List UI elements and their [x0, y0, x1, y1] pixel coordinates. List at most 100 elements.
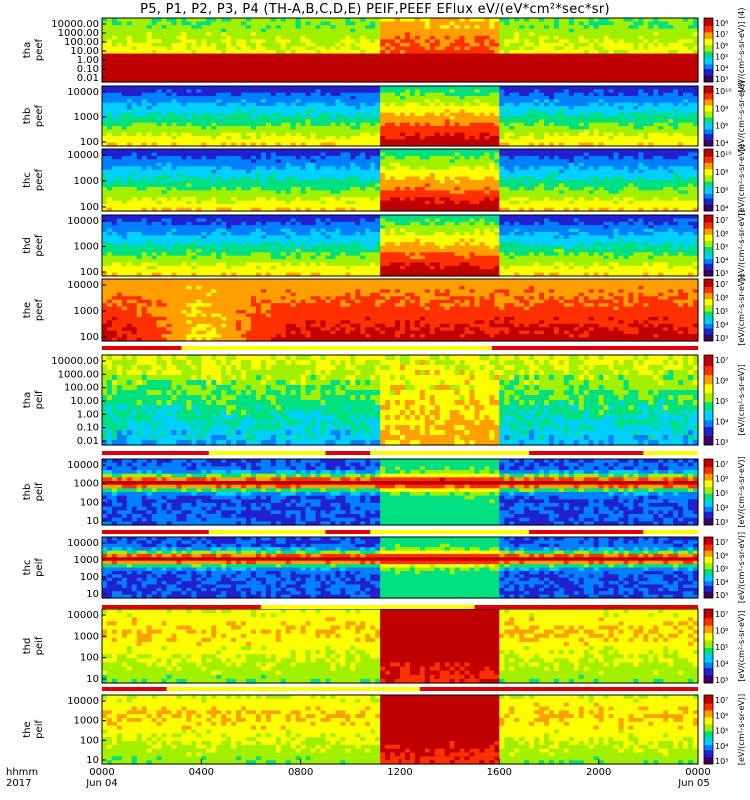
heat-cell — [196, 68, 202, 72]
heat-cell — [589, 61, 595, 65]
heat-cell — [554, 54, 560, 58]
heat-cell — [291, 46, 297, 50]
heat-cell — [390, 22, 396, 26]
heat-cell — [445, 61, 451, 65]
heat-cell — [460, 71, 466, 75]
heat-cell — [475, 36, 481, 40]
heat-cell — [484, 75, 490, 79]
heat-cell — [405, 64, 411, 68]
heat-cell — [181, 177, 187, 181]
heat-cell — [355, 57, 361, 61]
heat-cell — [470, 29, 476, 33]
heat-cell — [181, 201, 187, 205]
heat-cell — [177, 46, 183, 50]
heat-cell — [127, 39, 133, 43]
heat-cell — [196, 64, 202, 68]
heat-cell — [127, 54, 133, 58]
heat-cell — [206, 61, 212, 65]
heat-cell — [162, 39, 168, 43]
heat-cell — [688, 46, 694, 50]
heat-cell — [216, 194, 222, 198]
heat-cell — [181, 180, 187, 184]
heat-cell — [236, 57, 242, 61]
heat-cell — [321, 61, 327, 65]
heat-cell — [122, 173, 128, 177]
heat-cell — [589, 50, 595, 54]
heat-cell — [643, 39, 649, 43]
heat-cell — [504, 18, 510, 22]
heat-cell — [211, 201, 217, 205]
heat-cell — [261, 18, 267, 22]
heat-cell — [301, 36, 307, 40]
heat-cell — [181, 197, 187, 201]
heat-cell — [614, 39, 620, 43]
heat-cell — [132, 149, 138, 153]
heat-cell — [137, 156, 143, 160]
heat-cell — [162, 173, 168, 177]
heat-cell — [534, 75, 540, 79]
heat-cell — [107, 163, 113, 167]
heat-cell — [206, 36, 212, 40]
heat-cell — [142, 29, 148, 33]
heat-cell — [206, 54, 212, 58]
heat-cell — [216, 71, 222, 75]
heat-cell — [450, 36, 456, 40]
heat-cell — [241, 57, 247, 61]
heat-cell — [678, 18, 684, 22]
heat-cell — [420, 75, 426, 79]
heat-cell — [604, 43, 610, 47]
heat-cell — [395, 68, 401, 72]
heat-cell — [221, 177, 227, 181]
heat-cell — [335, 75, 341, 79]
heat-cell — [559, 39, 565, 43]
heat-cell — [633, 54, 639, 58]
heat-cell — [291, 64, 297, 68]
heat-cell — [122, 177, 128, 181]
heat-cell — [271, 39, 277, 43]
heat-cell — [251, 22, 257, 26]
heat-cell — [127, 32, 133, 36]
heat-cell — [574, 54, 580, 58]
heat-cell — [633, 22, 639, 26]
heat-cell — [574, 57, 580, 61]
heat-cell — [162, 22, 168, 26]
heat-cell — [514, 54, 520, 58]
heat-cell — [688, 18, 694, 22]
heat-cell — [117, 183, 123, 187]
heat-cell — [311, 29, 317, 33]
heat-cell — [599, 36, 605, 40]
heat-cell — [624, 25, 630, 29]
heat-cell — [157, 173, 163, 177]
heat-cell — [181, 159, 187, 163]
heat-cell — [107, 64, 113, 68]
heat-cell — [350, 32, 356, 36]
heat-cell — [216, 152, 222, 156]
heat-cell — [638, 68, 644, 72]
heat-cell — [316, 57, 322, 61]
heat-cell — [648, 64, 654, 68]
heat-cell — [410, 29, 416, 33]
heat-cell — [460, 25, 466, 29]
heat-cell — [226, 64, 232, 68]
heat-cell — [594, 39, 600, 43]
heat-cell — [196, 194, 202, 198]
heat-cell — [286, 36, 292, 40]
heat-cell — [683, 25, 689, 29]
heat-cell — [445, 54, 451, 58]
heat-cell — [455, 18, 461, 22]
heat-cell — [107, 71, 113, 75]
heat-cell — [201, 46, 207, 50]
heat-cell — [231, 36, 237, 40]
heat-cell — [147, 201, 153, 205]
heat-cell — [663, 75, 669, 79]
heat-cell — [231, 149, 237, 153]
heat-cell — [261, 54, 267, 58]
heat-cell — [107, 187, 113, 191]
heat-cell — [584, 50, 590, 54]
heat-cell — [445, 43, 451, 47]
heat-cell — [181, 29, 187, 33]
heat-cell — [316, 46, 322, 50]
heat-cell — [410, 46, 416, 50]
heat-cell — [196, 43, 202, 47]
heat-cell — [594, 68, 600, 72]
